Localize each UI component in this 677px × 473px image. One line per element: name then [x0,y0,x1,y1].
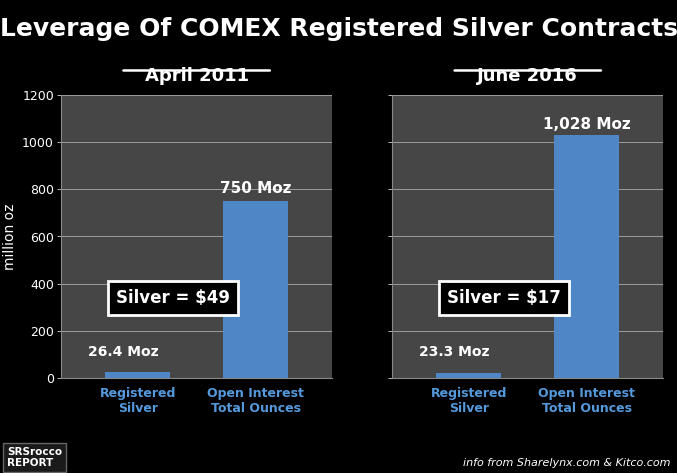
Title: June 2016: June 2016 [477,67,578,85]
Title: April 2011: April 2011 [145,67,248,85]
Text: Leverage Of COMEX Registered Silver Contracts: Leverage Of COMEX Registered Silver Cont… [0,17,677,41]
Text: 26.4 Moz: 26.4 Moz [88,345,158,359]
Text: 1,028 Moz: 1,028 Moz [543,117,631,132]
Y-axis label: million oz: million oz [3,203,16,270]
Text: SRSrocco
REPORT: SRSrocco REPORT [7,447,62,468]
Text: info from Sharelynx.com & Kitco.com: info from Sharelynx.com & Kitco.com [463,458,670,468]
Text: Silver = $17: Silver = $17 [447,289,561,307]
Text: 23.3 Moz: 23.3 Moz [419,345,489,359]
Bar [554,135,619,378]
Text: Silver = $49: Silver = $49 [116,289,230,307]
Bar [223,201,288,378]
Text: 750 Moz: 750 Moz [220,181,291,196]
Bar [436,373,501,378]
Bar [105,372,170,378]
